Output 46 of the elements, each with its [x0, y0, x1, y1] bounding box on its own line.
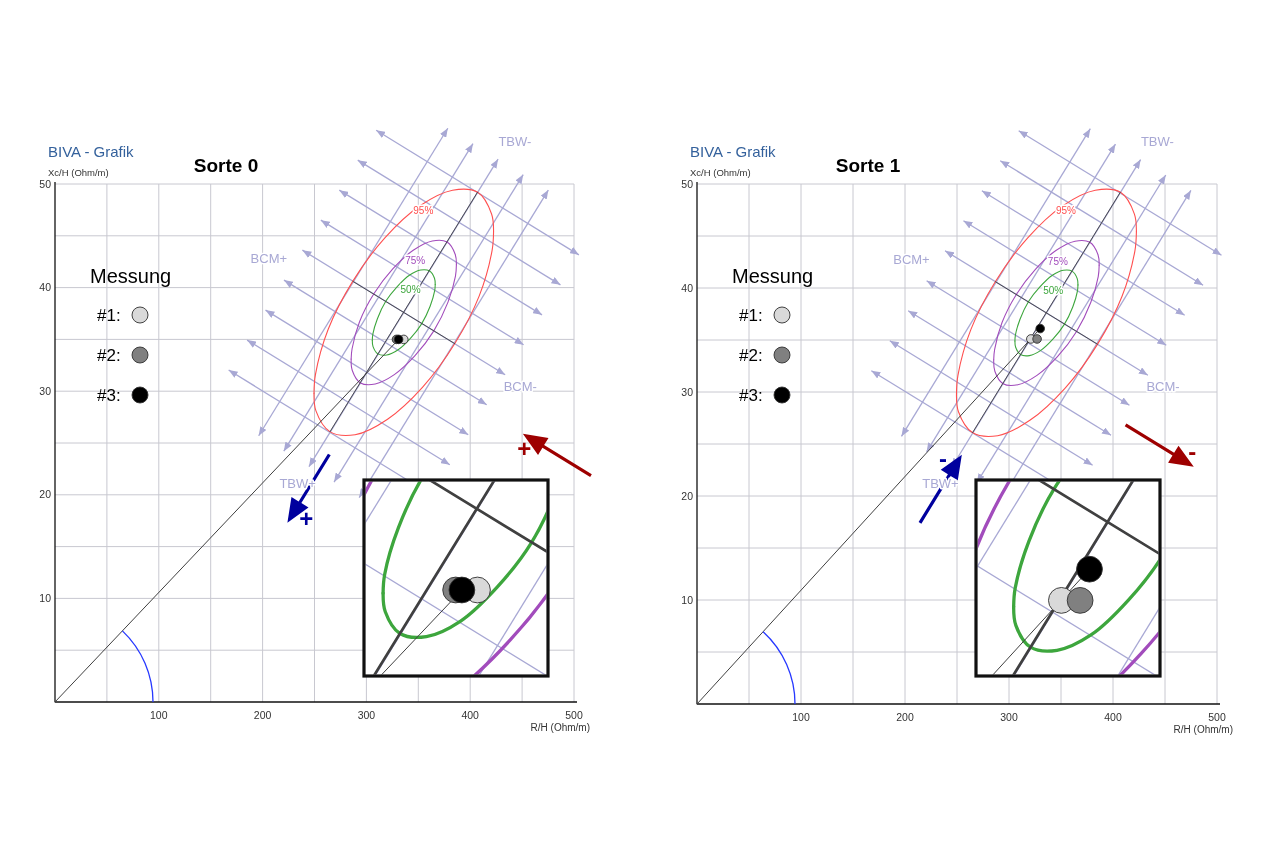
text: TBW-: [498, 133, 532, 149]
legend-title: Messung: [732, 265, 814, 287]
annotation: BCM-: [1146, 379, 1180, 395]
x-tick-label: 400: [1104, 711, 1122, 723]
x-tick-label: 300: [1000, 711, 1018, 723]
legend-label: #3:: [97, 385, 121, 405]
x-tick-label: 300: [357, 709, 376, 721]
y-tick-label: 40: [39, 281, 52, 294]
chart-title: Sorte 0: [193, 155, 259, 176]
x-axis-title: R/H (Ohm/m): [530, 722, 590, 733]
annotation: BCM+: [893, 252, 930, 268]
y-tick-label: 10: [681, 593, 694, 606]
y-tick-label: 30: [681, 385, 694, 398]
y-tick-label: 30: [39, 384, 52, 397]
y-axis-title: Xc/H (Ohm/m): [690, 167, 751, 178]
y-tick-label: 20: [39, 488, 52, 501]
x-tick-label: 500: [565, 709, 583, 721]
x-tick-label: 100: [150, 709, 168, 721]
annotation: BCM+: [250, 251, 288, 267]
y-tick-label: 50: [681, 177, 694, 190]
chart-subtitle: BIVA - Grafik: [48, 143, 135, 160]
annotation: BCM-: [503, 379, 537, 395]
y-tick-label: 20: [681, 489, 694, 502]
annotation: +: [299, 505, 314, 533]
chart-title: Sorte 1: [835, 155, 901, 176]
x-tick-label: 100: [792, 711, 810, 723]
y-tick-label: 50: [39, 177, 52, 190]
x-tick-label: 200: [896, 711, 914, 723]
y-axis-title: Xc/H (Ohm/m): [48, 167, 109, 178]
x-tick-label: 500: [1208, 711, 1226, 723]
legend-label: #3:: [739, 385, 763, 405]
text: TBW-: [1140, 134, 1174, 150]
annotation: +: [517, 435, 532, 463]
annotation: -: [939, 444, 948, 472]
legend-label: #2:: [739, 345, 763, 365]
y-tick-label: 40: [681, 281, 694, 294]
x-axis-title: R/H (Ohm/m): [1173, 724, 1233, 735]
legend-label: #2:: [97, 345, 121, 365]
chart-subtitle: BIVA - Grafik: [690, 143, 777, 160]
legend-label: #1:: [97, 305, 121, 325]
y-tick-label: 10: [39, 592, 52, 605]
x-tick-label: 200: [253, 709, 272, 721]
legend-title: Messung: [90, 265, 172, 287]
legend-label: #1:: [739, 305, 763, 325]
x-tick-label: 400: [461, 709, 480, 721]
annotation: -: [1188, 438, 1197, 466]
